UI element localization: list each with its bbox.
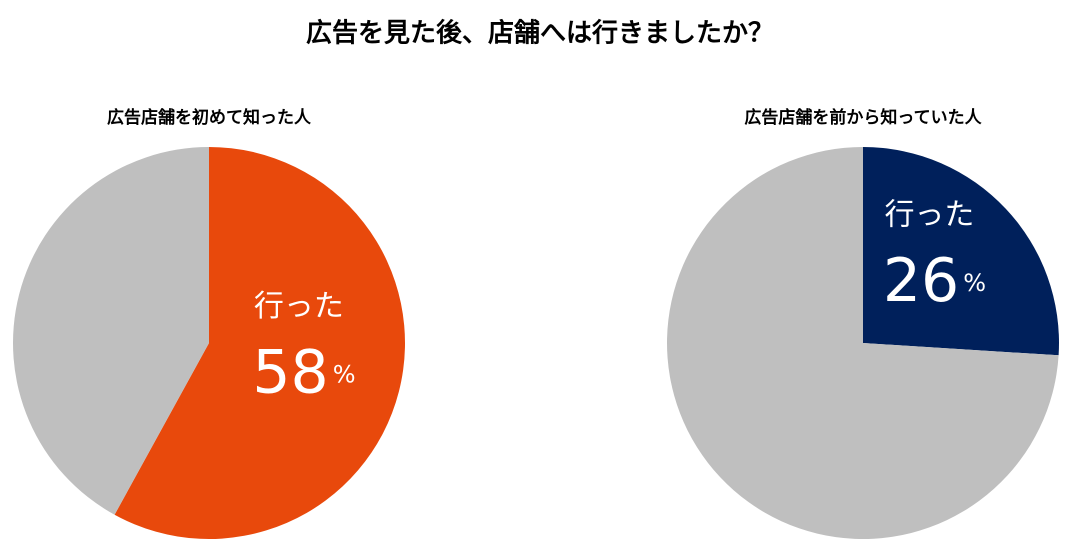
pie-slice <box>114 147 405 539</box>
pie-slice <box>863 146 1060 356</box>
value-label: 58% <box>252 337 355 407</box>
chart-subtitle: 広告店舗を初めて知った人 <box>107 107 312 128</box>
chart-subtitle: 広告店舗を前から知っていた人 <box>744 107 982 128</box>
slice-label: 行った <box>254 289 344 324</box>
value-label: 26% <box>883 246 986 316</box>
main-title: 広告を見た後、店舗へは行きましたか？ <box>306 18 774 49</box>
pie-slice <box>667 147 1059 539</box>
pie-slice <box>13 147 209 515</box>
slice-label: 行った <box>884 197 974 232</box>
